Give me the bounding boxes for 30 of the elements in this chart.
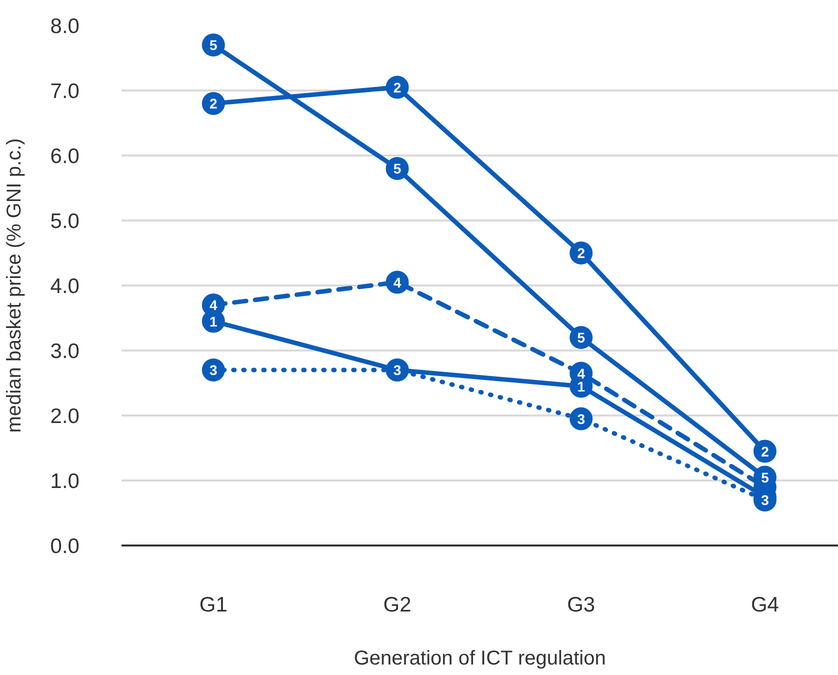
text: 4 bbox=[393, 274, 402, 290]
series-label: 1 bbox=[210, 313, 218, 330]
y-tick-label: 6.0 bbox=[50, 145, 80, 168]
text: 3 bbox=[761, 492, 769, 508]
x-tick-label: G3 bbox=[567, 594, 596, 616]
series-label: 5 bbox=[210, 37, 218, 53]
text: 5 bbox=[761, 469, 769, 486]
text: 3 bbox=[393, 362, 402, 378]
text: 2 bbox=[393, 79, 402, 96]
x-tick-label: G4 bbox=[750, 594, 780, 616]
y-tick-label: 3.0 bbox=[50, 340, 80, 363]
x-tick-label: G1 bbox=[199, 594, 228, 616]
y-tick-label: 0.0 bbox=[50, 535, 80, 558]
text: 3 bbox=[577, 410, 586, 427]
text: 2 bbox=[577, 245, 586, 261]
y-tick-label: 4.0 bbox=[50, 275, 80, 298]
y-tick-label: 7.0 bbox=[50, 80, 80, 103]
y-tick-label: 2.0 bbox=[50, 405, 80, 428]
y-tick-label: 1.0 bbox=[50, 470, 80, 493]
series-label: 2 bbox=[210, 96, 218, 112]
series-label: 3 bbox=[210, 362, 218, 378]
series-label: 4 bbox=[210, 297, 218, 313]
text: 2 bbox=[761, 443, 769, 460]
y-tick-label: 8.0 bbox=[50, 15, 80, 38]
x-axis-title: Generation of ICT regulation bbox=[354, 648, 606, 670]
x-tick-label: G2 bbox=[383, 594, 412, 616]
text: 5 bbox=[393, 160, 402, 176]
y-tick-label: 5.0 bbox=[50, 210, 80, 233]
y-axis-title: median basket price (% GNI p.c.) bbox=[3, 138, 26, 433]
text: 5 bbox=[577, 330, 586, 346]
